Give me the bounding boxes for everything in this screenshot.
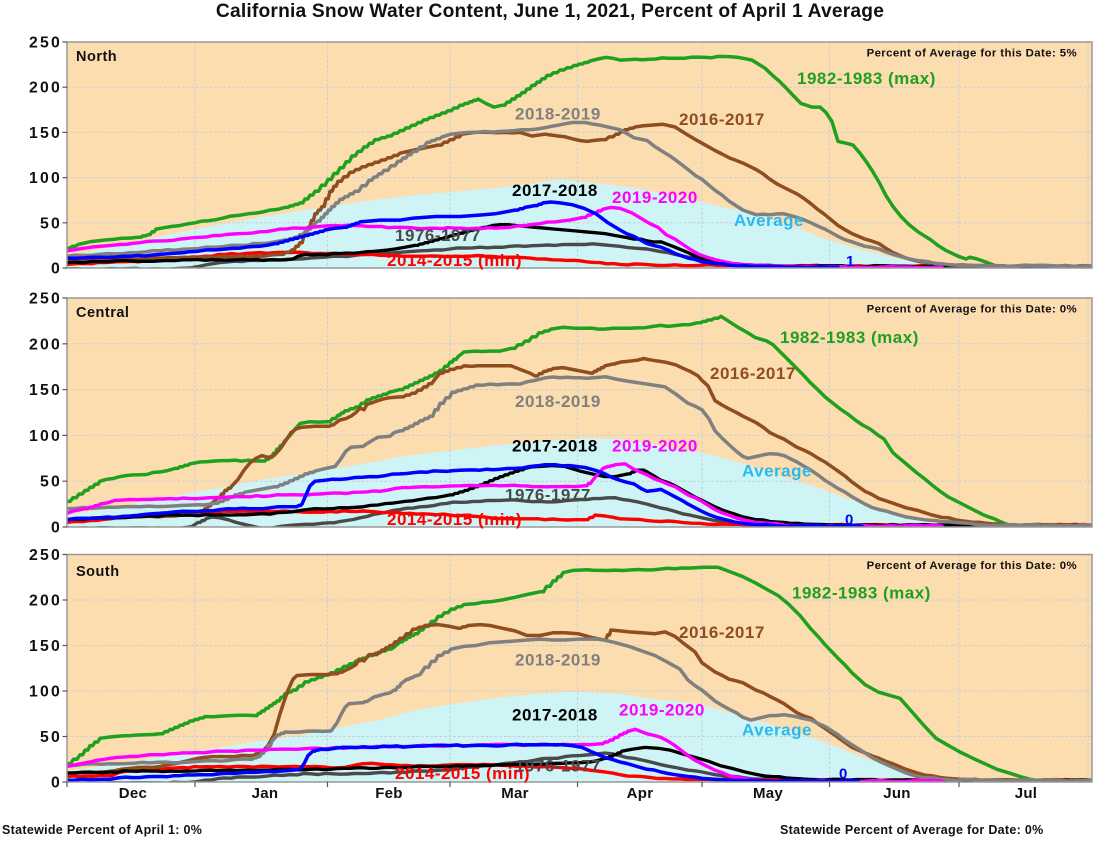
svg-text:Percent of Average for this Da: Percent of Average for this Date: 5%	[867, 48, 1077, 60]
svg-text:50: 50	[40, 729, 62, 746]
svg-text:2018-2019: 2018-2019	[515, 651, 601, 670]
svg-text:100: 100	[29, 428, 62, 445]
svg-text:1982-1983 (max): 1982-1983 (max)	[797, 69, 936, 88]
svg-text:2017-2018: 2017-2018	[512, 181, 598, 200]
svg-text:2018-2019: 2018-2019	[515, 105, 601, 124]
svg-text:100: 100	[29, 170, 62, 187]
svg-text:South: South	[76, 564, 120, 580]
svg-text:0: 0	[51, 775, 62, 792]
svg-text:Central: Central	[76, 305, 129, 321]
svg-text:0: 0	[51, 520, 62, 537]
svg-text:2016-2017: 2016-2017	[679, 110, 765, 129]
svg-text:200: 200	[29, 336, 62, 353]
svg-text:1976-1977: 1976-1977	[395, 226, 481, 245]
svg-text:2019-2020: 2019-2020	[612, 188, 698, 207]
svg-text:1976-1977: 1976-1977	[515, 757, 601, 776]
svg-text:50: 50	[40, 215, 62, 232]
svg-text:2017-2018: 2017-2018	[512, 437, 598, 456]
svg-text:Statewide Percent of Average f: Statewide Percent of Average for Date: 0…	[780, 823, 1044, 837]
svg-text:Mar: Mar	[501, 785, 529, 802]
svg-text:0: 0	[839, 766, 848, 783]
svg-text:0: 0	[845, 512, 854, 529]
svg-text:50: 50	[40, 474, 62, 491]
svg-text:2016-2017: 2016-2017	[710, 364, 796, 383]
svg-text:Percent of Average for this Da: Percent of Average for this Date: 0%	[867, 560, 1077, 572]
svg-text:2017-2018: 2017-2018	[512, 706, 598, 725]
svg-text:2014-2015 (min): 2014-2015 (min)	[387, 510, 522, 529]
svg-text:May: May	[753, 785, 783, 802]
svg-text:200: 200	[29, 80, 62, 97]
svg-text:North: North	[76, 49, 117, 65]
svg-text:Feb: Feb	[375, 785, 403, 802]
svg-text:Jan: Jan	[252, 785, 279, 802]
svg-text:2016-2017: 2016-2017	[679, 623, 765, 642]
svg-text:Average: Average	[742, 462, 812, 481]
svg-text:Apr: Apr	[627, 785, 654, 802]
svg-text:1982-1983 (max): 1982-1983 (max)	[780, 328, 919, 347]
svg-text:Average: Average	[734, 211, 804, 230]
svg-text:100: 100	[29, 684, 62, 701]
svg-text:2014-2015 (min): 2014-2015 (min)	[387, 251, 522, 270]
svg-text:150: 150	[29, 638, 62, 655]
svg-text:Average: Average	[742, 721, 812, 740]
svg-text:150: 150	[29, 382, 62, 399]
svg-text:200: 200	[29, 593, 62, 610]
svg-text:2014-2015 (min): 2014-2015 (min)	[395, 764, 530, 783]
svg-text:1976-1977: 1976-1977	[505, 486, 591, 505]
svg-text:250: 250	[29, 35, 62, 52]
svg-text:California Snow Water Content,: California Snow Water Content, June 1, 2…	[216, 1, 884, 22]
svg-text:Jun: Jun	[883, 785, 911, 802]
svg-text:150: 150	[29, 125, 62, 142]
svg-text:0: 0	[51, 261, 62, 278]
svg-text:2018-2019: 2018-2019	[515, 392, 601, 411]
svg-text:250: 250	[29, 547, 62, 564]
svg-text:Percent of Average for this Da: Percent of Average for this Date: 0%	[867, 304, 1077, 316]
svg-text:Dec: Dec	[119, 785, 147, 802]
svg-text:1: 1	[846, 253, 855, 270]
svg-text:2019-2020: 2019-2020	[612, 437, 698, 456]
svg-text:250: 250	[29, 291, 62, 308]
svg-text:1982-1983 (max): 1982-1983 (max)	[792, 584, 931, 603]
svg-text:2019-2020: 2019-2020	[619, 701, 705, 720]
svg-text:Jul: Jul	[1015, 785, 1038, 802]
svg-text:Statewide Percent of April 1:: Statewide Percent of April 1: 0%	[2, 823, 202, 837]
